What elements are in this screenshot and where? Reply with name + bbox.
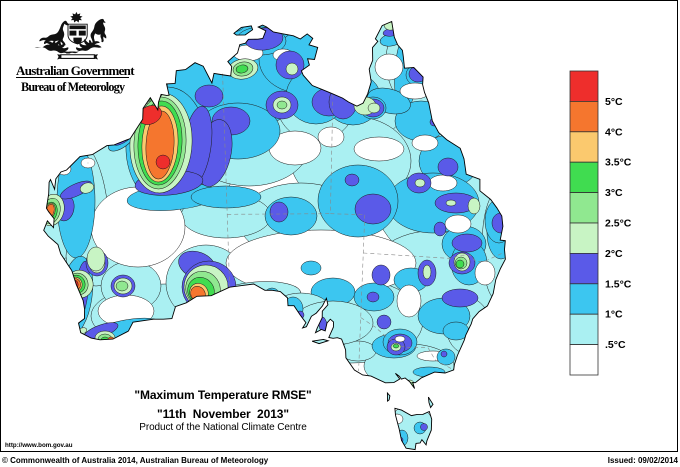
svg-text:2°C: 2°C: [605, 248, 623, 260]
svg-text:2.5°C: 2.5°C: [605, 218, 632, 230]
svg-text:3°C: 3°C: [605, 187, 623, 199]
svg-text:1°C: 1°C: [605, 309, 623, 321]
svg-text:5°C: 5°C: [605, 96, 623, 108]
svg-text:3.5°C: 3.5°C: [605, 157, 632, 169]
svg-text:4°C: 4°C: [605, 126, 623, 138]
svg-text:.5°C: .5°C: [605, 339, 626, 351]
svg-text:1.5°C: 1.5°C: [605, 278, 632, 290]
